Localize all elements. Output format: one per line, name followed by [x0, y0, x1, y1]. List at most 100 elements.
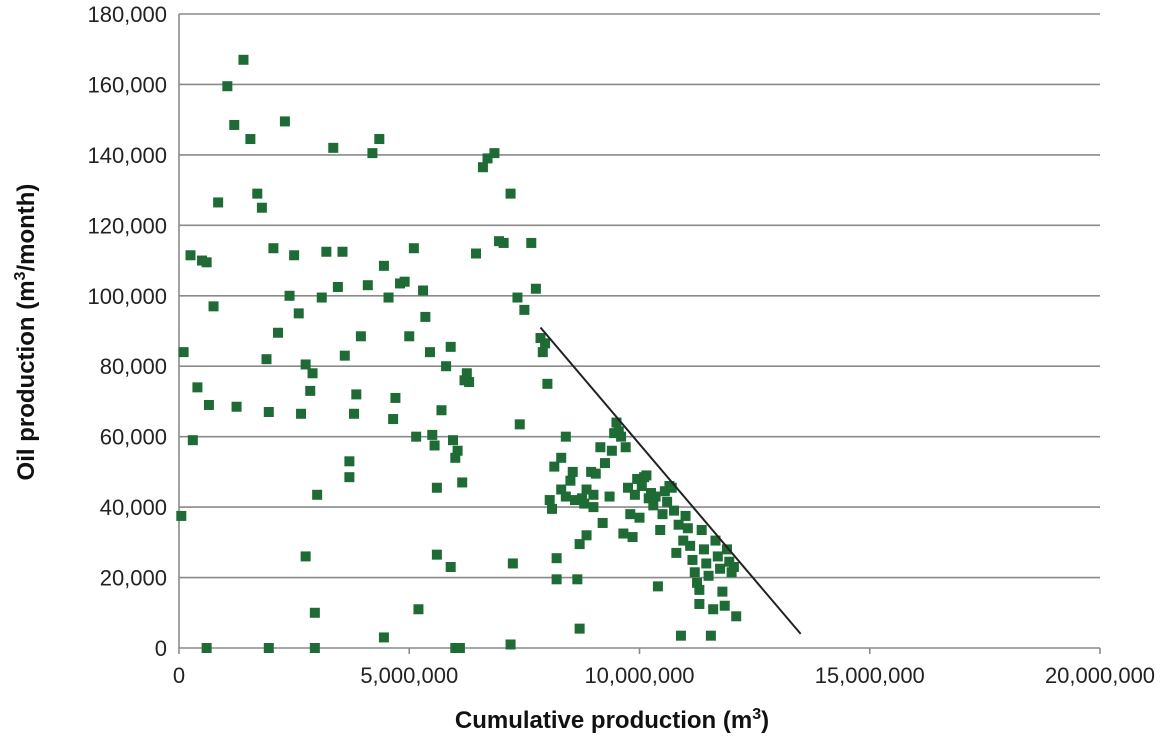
- data-point: [652, 581, 663, 592]
- data-point: [556, 484, 567, 495]
- data-point: [464, 377, 475, 388]
- data-point: [618, 528, 629, 539]
- data-point: [420, 311, 431, 322]
- data-point: [682, 523, 693, 534]
- data-point: [588, 489, 599, 500]
- data-point: [263, 407, 274, 418]
- data-point: [662, 496, 673, 507]
- data-point: [567, 466, 578, 477]
- data-point: [498, 237, 509, 248]
- data-point: [424, 347, 435, 358]
- data-point: [574, 539, 585, 550]
- data-point: [489, 148, 500, 159]
- data-point: [388, 414, 399, 425]
- data-point: [427, 429, 438, 440]
- data-point: [731, 611, 742, 622]
- data-point: [616, 431, 627, 442]
- data-point: [526, 237, 537, 248]
- data-point: [537, 347, 548, 358]
- data-point: [708, 604, 719, 615]
- data-point: [185, 250, 196, 261]
- data-point: [482, 153, 493, 164]
- x-tick-label: 10,000,000: [584, 663, 694, 688]
- data-point: [666, 482, 677, 493]
- data-point: [560, 491, 571, 502]
- y-tick-label: 120,000: [87, 213, 167, 238]
- data-point: [178, 347, 189, 358]
- data-point: [208, 301, 219, 312]
- data-point: [452, 445, 463, 456]
- data-point: [450, 452, 461, 463]
- data-point: [671, 547, 682, 558]
- data-point: [305, 385, 316, 396]
- data-point: [279, 116, 290, 127]
- trend-line: [539, 326, 802, 635]
- data-point: [625, 509, 636, 520]
- data-point: [604, 491, 615, 502]
- data-point: [245, 134, 256, 145]
- data-point: [471, 248, 482, 259]
- data-point: [669, 505, 680, 516]
- data-point: [201, 257, 212, 268]
- data-point: [263, 643, 274, 653]
- data-point: [721, 544, 732, 555]
- data-point: [728, 561, 739, 572]
- data-point: [367, 148, 378, 159]
- data-point: [344, 472, 355, 483]
- data-point: [659, 486, 670, 497]
- data-point: [404, 331, 415, 342]
- data-point: [622, 482, 633, 493]
- data-point: [293, 308, 304, 319]
- data-point: [597, 517, 608, 528]
- data-point: [454, 643, 465, 653]
- data-point: [411, 431, 422, 442]
- data-point: [703, 570, 714, 581]
- data-point: [505, 639, 516, 650]
- data-point: [613, 426, 624, 437]
- y-tick-label: 20,000: [100, 566, 167, 591]
- data-point: [547, 503, 558, 514]
- data-point: [588, 502, 599, 513]
- data-point: [540, 338, 551, 349]
- data-point: [222, 81, 233, 92]
- data-point: [719, 600, 730, 611]
- data-point: [535, 333, 546, 344]
- data-point: [362, 280, 373, 291]
- data-point: [408, 243, 419, 254]
- data-point: [309, 643, 320, 653]
- data-point: [231, 401, 242, 412]
- data-point: [268, 243, 279, 254]
- data-point: [581, 530, 592, 541]
- data-point: [289, 250, 300, 261]
- data-point: [620, 442, 631, 453]
- data-point: [650, 491, 661, 502]
- data-point: [507, 558, 518, 569]
- data-point: [436, 405, 447, 416]
- data-point: [595, 442, 606, 453]
- data-point: [590, 468, 601, 479]
- x-tick-label: 15,000,000: [815, 663, 925, 688]
- data-point: [634, 512, 645, 523]
- data-point: [256, 202, 267, 213]
- data-point: [261, 354, 272, 365]
- y-tick-labels: 0 20,000 40,000 60,000 80,000 100,000 120,000 1…: [87, 2, 167, 661]
- data-point: [431, 549, 442, 560]
- gridlines: [179, 13, 1100, 579]
- data-point: [519, 304, 530, 315]
- data-point: [701, 558, 712, 569]
- data-point: [505, 188, 516, 199]
- trend-line-group: [539, 326, 802, 635]
- data-point: [530, 283, 541, 294]
- data-point: [284, 290, 295, 301]
- data-point: [560, 431, 571, 442]
- data-point: [321, 246, 332, 257]
- data-point: [576, 493, 587, 504]
- data-point: [273, 327, 284, 338]
- data-point: [312, 489, 323, 500]
- data-point: [374, 134, 385, 145]
- y-tick-label: 160,000: [87, 72, 167, 97]
- data-point: [687, 554, 698, 565]
- y-tick-label: 0: [155, 636, 167, 661]
- data-point: [378, 260, 389, 271]
